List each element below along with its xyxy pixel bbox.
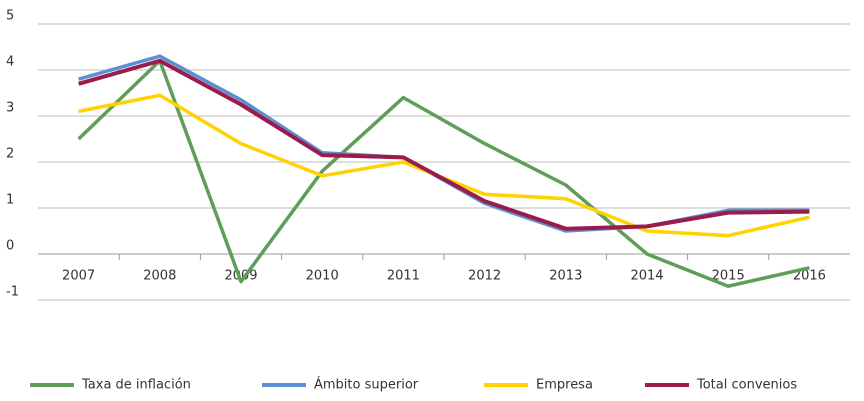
y-tick-label: -1 bbox=[6, 285, 19, 300]
x-tick-label: 2012 bbox=[468, 269, 501, 284]
x-tick-label: 2016 bbox=[793, 269, 826, 284]
legend-label: Empresa bbox=[536, 378, 593, 393]
x-tick-label: 2014 bbox=[630, 269, 663, 284]
y-tick-label: 0 bbox=[6, 239, 14, 254]
y-tick-label: 2 bbox=[6, 147, 14, 162]
legend-label: Total convenios bbox=[696, 378, 797, 393]
series-line bbox=[78, 54, 810, 233]
y-tick-label: 5 bbox=[6, 9, 14, 24]
legend-label: Taxa de inflación bbox=[81, 378, 191, 393]
x-tick-label: 2008 bbox=[143, 269, 176, 284]
y-tick-label: 4 bbox=[6, 55, 14, 70]
y-tick-label: 1 bbox=[6, 193, 14, 208]
series-line bbox=[77, 59, 810, 288]
x-tick-label: 2010 bbox=[306, 269, 339, 284]
x-tick-label: 2007 bbox=[62, 269, 95, 284]
x-tick-label: 2013 bbox=[549, 269, 582, 284]
x-tick-label: 2011 bbox=[387, 269, 420, 284]
legend-label: Ámbito superior bbox=[314, 377, 419, 393]
x-tick-label: 2015 bbox=[712, 269, 745, 284]
y-tick-label: 3 bbox=[6, 101, 14, 116]
series-line bbox=[78, 58, 810, 231]
